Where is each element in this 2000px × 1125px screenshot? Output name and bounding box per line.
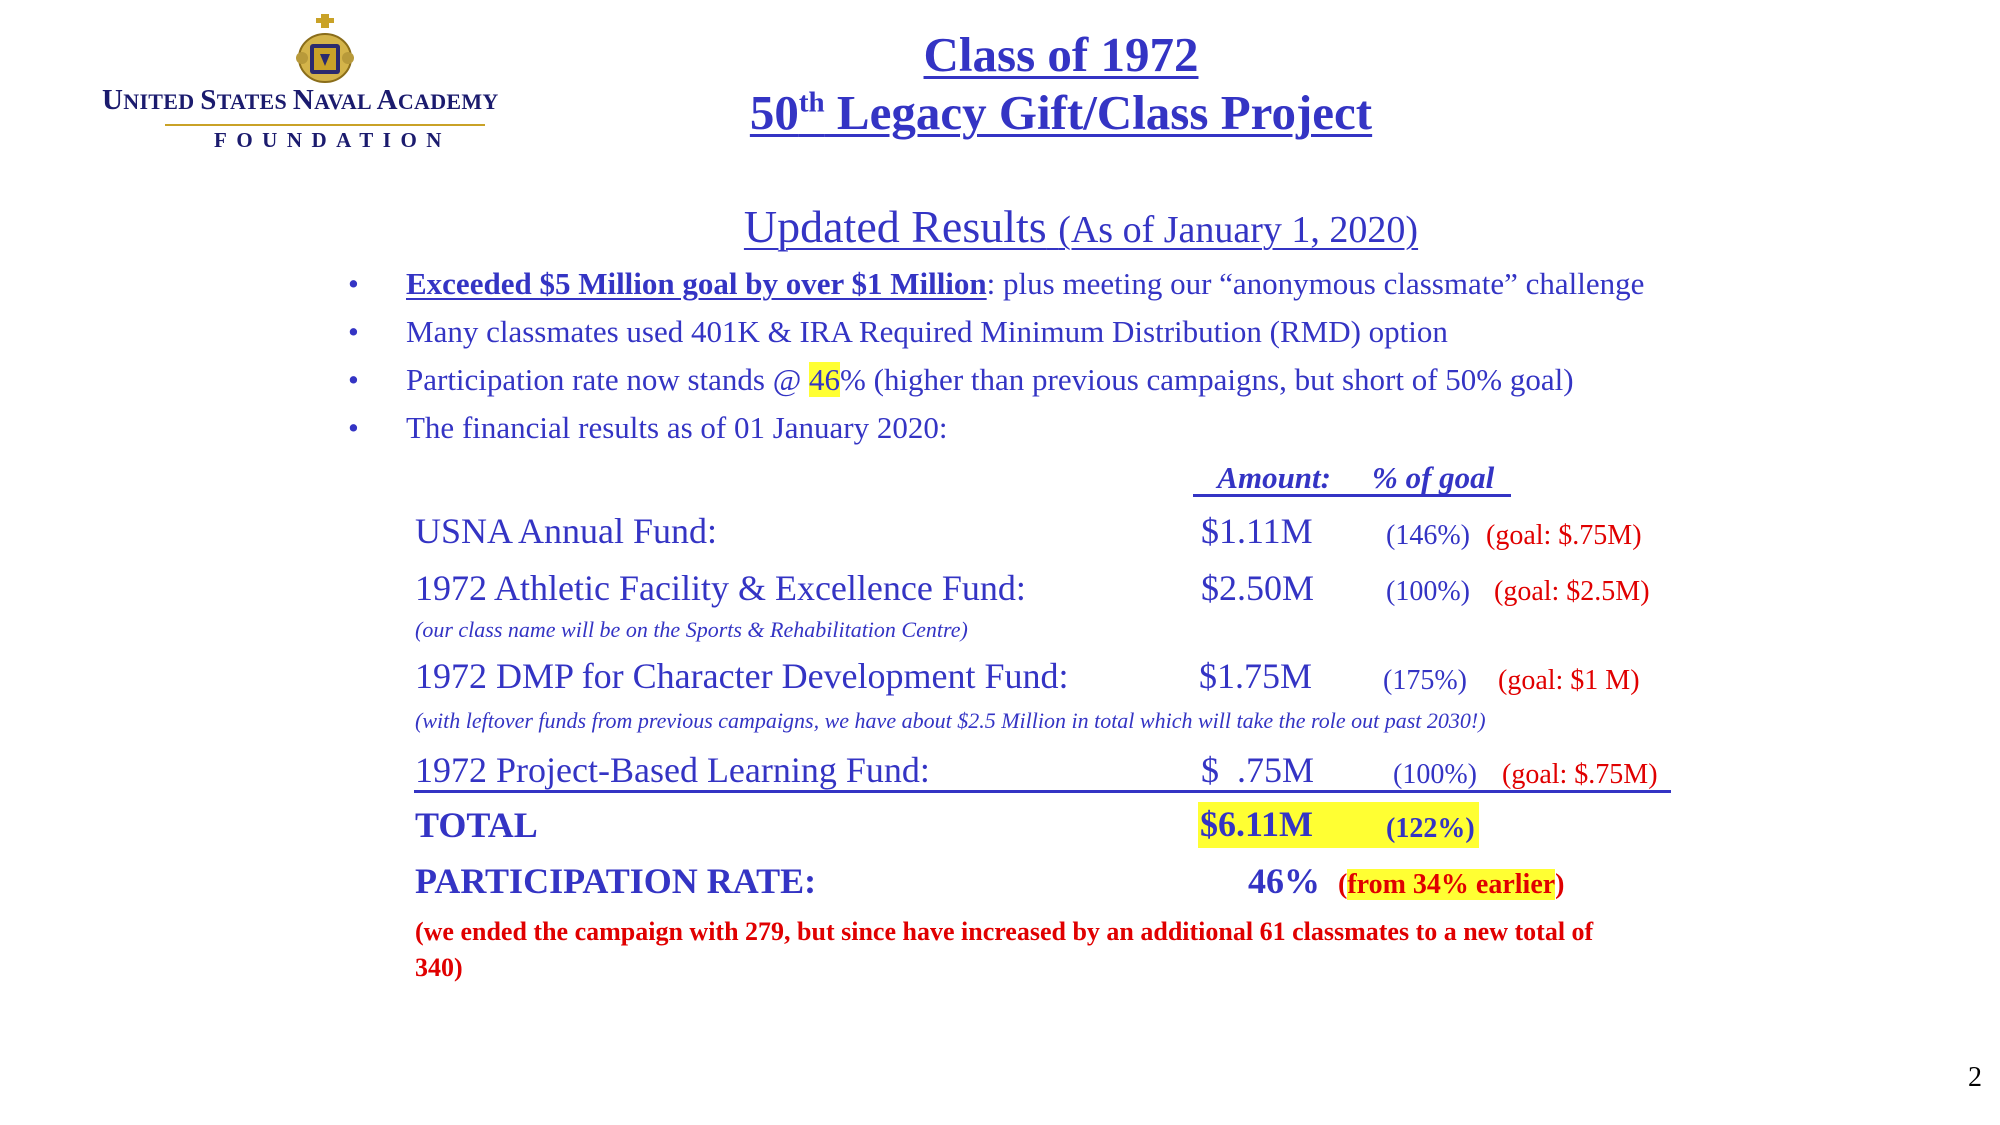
fund-goal: (goal: $1 M) [1498,665,1640,696]
total-amount: $6.11M [1200,804,1313,844]
header-underline [1193,494,1511,497]
bullet-item: • Many classmates used 401K & IRA Require… [348,314,1448,349]
total-highlight [1198,802,1479,848]
fund-amount: $2.50M [1201,568,1315,608]
bullet-item: • Exceeded $5 Million goal by over $1 Mil… [348,266,1645,301]
total-pct: (122%) [1386,813,1475,844]
total-label: TOTAL [415,805,538,845]
page-number: 2 [1968,1062,1982,1093]
fund-name: 1972 Athletic Facility & Excellence Fund… [415,568,1026,608]
bullet-marker: • [348,410,359,445]
fund-name: 1972 DMP for Character Development Fund: [415,656,1069,696]
title-line-1: Class of 1972 [923,27,1199,82]
participation-previous: (from 34% earlier) [1338,869,1565,900]
fund-pct: (175%) [1383,665,1467,696]
header-amount: Amount: [1217,460,1331,495]
title-line-2: 50th Legacy Gift/Class Project [749,85,1373,140]
fund-name: 1972 Project-Based Learning Fund: [415,750,930,790]
updated-results-heading: Updated Results (As of January 1, 2020) [743,201,1419,252]
fund-goal: (goal: $.75M) [1486,520,1642,551]
fund-pct: (100%) [1393,759,1477,790]
participation-label: PARTICIPATION RATE: [415,861,817,901]
total-divider [414,790,1671,793]
org-subtitle: FOUNDATION [214,128,451,152]
fund-note: (our class name will be on the Sports & … [415,617,968,642]
fund-pct: (146%) [1386,520,1470,551]
org-name: UNITED STATES NAVAL ACADEMY [102,84,499,116]
footnote-line-1: (we ended the campaign with 279, but sin… [415,917,1594,946]
participation-value: 46% [1248,861,1320,901]
participation-highlight: 46 [809,362,841,397]
bullet-item: • Participation rate now stands @ 46% (hi… [348,362,1574,397]
bullet-marker: • [348,362,359,397]
bullet-marker: • [348,314,359,349]
bullet-marker: • [348,266,359,301]
footnote-line-2: 340) [415,953,463,982]
fund-pct: (100%) [1386,576,1470,607]
fund-amount: $1.11M [1201,511,1313,551]
fund-note: (with leftover funds from previous campa… [415,708,1486,733]
header-pct-of-goal: % of goal [1372,460,1495,495]
usna-crest-icon [296,14,354,83]
fund-goal: (goal: $.75M) [1502,759,1658,790]
fund-amount: $1.75M [1199,656,1313,696]
fund-goal: (goal: $2.5M) [1494,576,1650,607]
fund-amount: $ .75M [1201,750,1315,790]
bullet-item: • The financial results as of 01 January … [348,410,948,445]
logo-divider [165,124,485,126]
fund-name: USNA Annual Fund: [415,511,718,551]
